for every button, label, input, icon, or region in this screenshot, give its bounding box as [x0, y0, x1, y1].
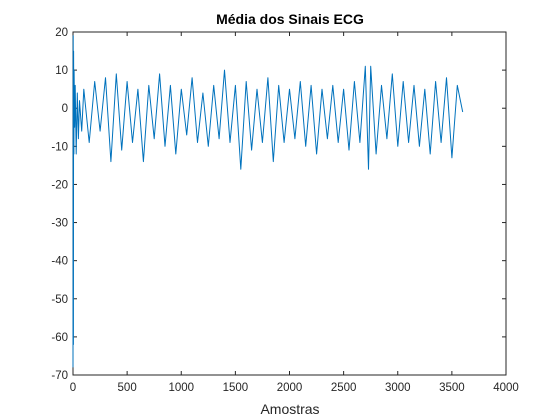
y-tick-label: 10	[55, 65, 68, 77]
axis-ticks: 0 500 1000 1500 2000 2500 3000 3500 4000 -70 -60 -5…	[51, 27, 518, 394]
y-tick-label: -50	[51, 294, 68, 306]
x-tick-label: 500	[118, 382, 137, 394]
y-tick-label: -30	[51, 218, 68, 230]
chart-title: Média dos Sinais ECG	[216, 11, 364, 27]
x-tick-label: 1500	[223, 382, 249, 394]
x-tick-label: 4000	[493, 382, 519, 394]
y-tick-label: -20	[51, 179, 68, 191]
x-tick-label: 1000	[168, 382, 194, 394]
x-axis-label: Amostras	[260, 401, 319, 417]
series-layer	[72, 35, 464, 368]
y-tick-label: 20	[55, 27, 68, 39]
y-tick-label: -40	[51, 256, 68, 268]
x-tick-label: 0	[70, 382, 76, 394]
x-tick-label: 2000	[277, 382, 303, 394]
x-tick-label: 3000	[385, 382, 411, 394]
y-tick-label: 0	[62, 103, 68, 115]
x-tick-label: 3500	[439, 382, 465, 394]
x-tick-label: 2500	[331, 382, 357, 394]
plot-area	[72, 31, 507, 376]
y-tick-label: -70	[51, 370, 68, 382]
y-tick-label: -60	[51, 332, 68, 344]
y-tick-label: -10	[51, 141, 68, 153]
series-line-0	[72, 35, 464, 368]
